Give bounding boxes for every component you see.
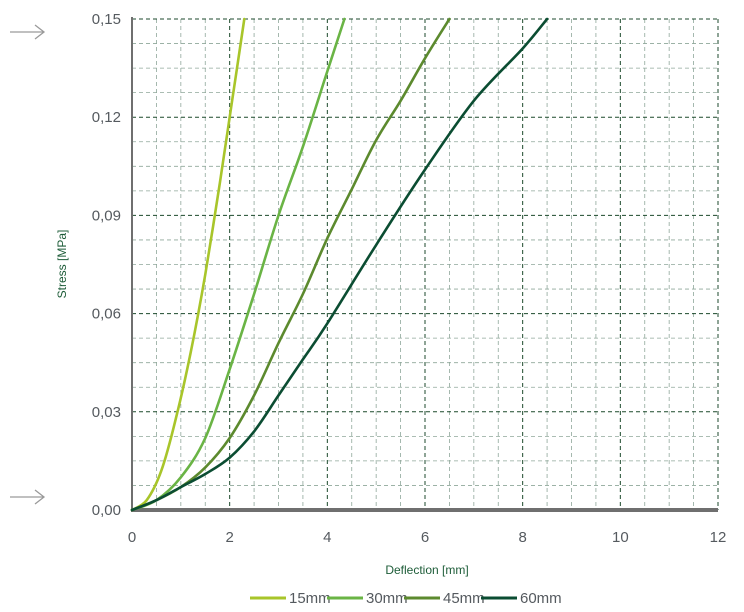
y-tick-label: 0,03 [92, 404, 121, 421]
x-axis-label: Deflection [mm] [385, 563, 468, 577]
y-tick-label: 0,06 [92, 306, 121, 323]
series-line-60mm [130, 17, 549, 512]
series-lines [130, 17, 549, 512]
x-tick-label: 2 [225, 529, 233, 546]
arrow-marker-bottom-icon [10, 489, 46, 505]
x-tick-label: 4 [323, 529, 331, 546]
x-tick-label: 0 [128, 529, 136, 546]
series-line-30mm [130, 17, 346, 512]
x-tick-label: 8 [518, 529, 526, 546]
tick-labels: 0,00 0,03 0,06 0,09 0,12 0,15 0 2 4 6 8 10 12 [92, 11, 727, 546]
y-tick-label: 0,09 [92, 207, 121, 224]
axes [131, 17, 718, 512]
arrow-marker-top-icon [10, 24, 46, 40]
legend-label-45mm: 45mm [443, 590, 485, 607]
x-tick-label: 12 [710, 529, 727, 546]
legend-label-60mm: 60mm [520, 590, 562, 607]
x-tick-label: 10 [612, 529, 629, 546]
series-line-15mm [130, 17, 246, 512]
legend: 15mm 30mm 45mm 60mm [250, 590, 562, 607]
legend-label-30mm: 30mm [366, 590, 408, 607]
minor-gridlines [132, 19, 718, 510]
major-gridlines [132, 18, 719, 510]
x-tick-label: 6 [421, 529, 429, 546]
y-tick-label: 0,12 [92, 109, 121, 126]
y-tick-label: 0,00 [92, 502, 121, 519]
y-axis-label: Stress [MPa] [55, 230, 69, 299]
legend-label-15mm: 15mm [289, 590, 331, 607]
y-tick-label: 0,15 [92, 11, 121, 28]
